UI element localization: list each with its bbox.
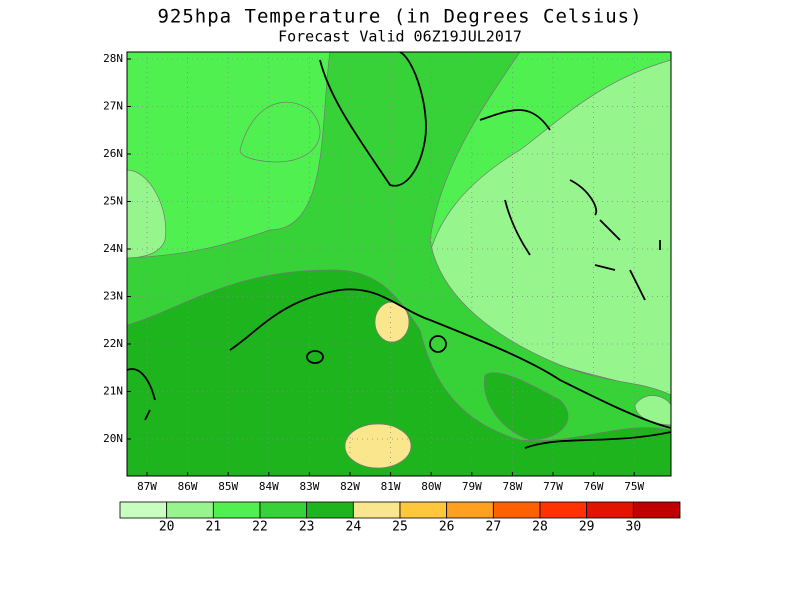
colorbar-box [632, 501, 681, 519]
colorbar-box [399, 501, 448, 519]
lon-label: 85W [218, 480, 238, 493]
coastline [429, 335, 447, 353]
lon-label: 75W [624, 480, 644, 493]
colorbar-label: 23 [299, 520, 315, 535]
colorbar-box [119, 501, 168, 519]
map-frame [126, 51, 672, 477]
lon-label: 84W [259, 480, 279, 493]
lon-label: 76W [584, 480, 604, 493]
lon-label: 86W [178, 480, 198, 493]
coastline [306, 350, 324, 364]
lon-label: 81W [381, 480, 401, 493]
colorbar-label: 27 [486, 520, 502, 535]
lat-label: 26N [103, 147, 123, 160]
colorbar-box [306, 501, 354, 519]
lat-label: 21N [103, 385, 123, 398]
lon-label: 80W [421, 480, 441, 493]
colorbar-box [586, 501, 634, 519]
lat-label: 23N [103, 290, 123, 303]
colorbar-label: 26 [439, 520, 455, 535]
colorbar-box [166, 501, 214, 519]
subtitle: Forecast Valid 06Z19JUL2017 [278, 28, 522, 46]
colorbar-box [259, 501, 308, 519]
coastline [319, 52, 427, 187]
colorbar-label: 28 [532, 520, 548, 535]
colorbar-label: 20 [159, 520, 175, 535]
colorbar-box [212, 501, 261, 519]
coastline [524, 431, 671, 449]
contour [634, 395, 671, 426]
coastline [229, 288, 671, 429]
coastline [479, 109, 661, 301]
colorbar-box [539, 501, 588, 519]
contour [127, 269, 671, 476]
colorbar-box [446, 501, 494, 519]
lon-label: 82W [340, 480, 360, 493]
lat-label: 25N [103, 195, 123, 208]
lat-label: 22N [103, 337, 123, 350]
lon-label: 83W [299, 480, 319, 493]
lat-label: 20N [103, 432, 123, 445]
contour [344, 423, 412, 469]
lat-label: 28N [103, 52, 123, 65]
colorbar-label: 24 [346, 520, 362, 535]
colorbar-label: 25 [392, 520, 408, 535]
colorbar-box [352, 501, 401, 519]
colorbar-label: 30 [626, 520, 642, 535]
lon-label: 78W [502, 480, 522, 493]
colorbar-label: 22 [252, 520, 268, 535]
graticule [127, 52, 671, 476]
title: 925hpa Temperature (in Degrees Celsius) [157, 6, 642, 28]
lon-label: 77W [543, 480, 563, 493]
lat-label: 27N [103, 100, 123, 113]
lon-label: 87W [137, 480, 157, 493]
contour [483, 372, 569, 441]
map [127, 52, 671, 476]
lat-label: 24N [103, 242, 123, 255]
coastline [127, 368, 156, 421]
colorbar-label: 29 [579, 520, 595, 535]
colorbar-label: 21 [206, 520, 222, 535]
contour [239, 101, 321, 163]
colorbar-box [492, 501, 541, 519]
lon-label: 79W [462, 480, 482, 493]
